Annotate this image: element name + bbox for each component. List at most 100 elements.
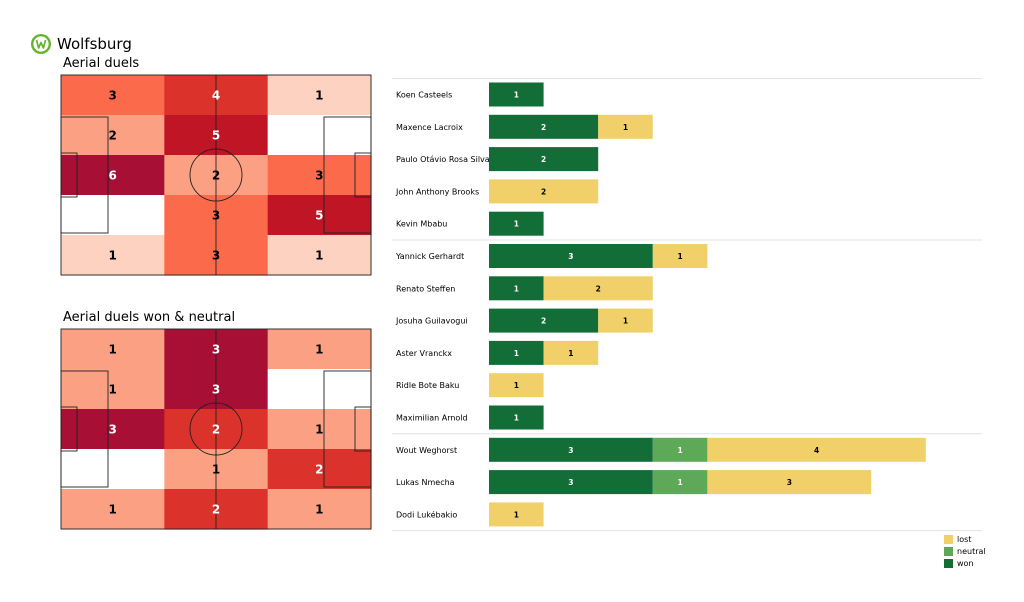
bar-value-label-lost: 1	[677, 252, 682, 261]
player-label: Koen Casteels	[396, 91, 452, 100]
bar-segment-won	[489, 114, 599, 139]
heatmap2-value-r0-c1: 3	[212, 343, 220, 357]
player-label: Maximilian Arnold	[396, 414, 468, 423]
bar-segment-lost	[707, 437, 926, 462]
player-label: Josuha Guilavogui	[395, 317, 468, 326]
bar-segment-won	[489, 405, 544, 430]
heatmap1-value-r2-c1: 2	[212, 169, 220, 183]
heatmap1-value-r4-c0: 1	[108, 249, 116, 263]
heatmap2-center-circle	[189, 402, 243, 456]
heatmap2-value-r3-c2: 2	[315, 463, 323, 477]
legend-swatch-won	[944, 558, 953, 568]
heatmap1-cell-r1-c0	[61, 115, 165, 156]
heatmap1-cell-r1-c2	[267, 115, 372, 156]
player-label: Paulo Otávio Rosa Silva	[396, 155, 490, 164]
heatmap1-cell-r0-c2	[267, 75, 372, 116]
bar-segment-won	[489, 147, 599, 172]
bar-value-label-won: 1	[514, 91, 519, 100]
player-label: John Anthony Brooks	[395, 187, 479, 196]
legend-item-won: won	[944, 557, 986, 569]
heatmap1-value-r1-c1: 5	[212, 129, 220, 143]
bar-value-label-won: 3	[568, 478, 573, 487]
team-name: Wolfsburg	[57, 35, 132, 53]
heatmap-aerial-duels: 3 4 1 2 5 6 2 3 3 5 1 3 1	[60, 74, 372, 276]
bar-segment-lost	[707, 470, 872, 495]
heatmap1-value-r4-c1: 3	[212, 249, 220, 263]
bar-segment-won	[489, 211, 544, 236]
heatmap2-cell-r4-c2	[267, 489, 372, 530]
player-label: Aster Vranckx	[396, 349, 452, 358]
chart-legend: lost neutral won	[944, 533, 986, 569]
bar-segment-won	[489, 437, 653, 462]
bar-value-label-lost: 1	[623, 317, 628, 326]
heatmap1-left-goal-box	[60, 152, 78, 198]
bar-value-label-lost: 1	[514, 510, 519, 519]
heatmap1-value-r1-c0: 2	[108, 129, 116, 143]
heatmap2-value-r3-c1: 1	[212, 463, 220, 477]
heatmap1-cell-r2-c0	[61, 155, 165, 196]
player-label: Lukas Nmecha	[396, 478, 455, 487]
bar-value-label-lost: 1	[568, 349, 573, 358]
heatmap2-value-r4-c2: 1	[315, 503, 323, 517]
heatmap2-cell-r1-c0	[61, 369, 165, 410]
heatmap1-value-r0-c2: 1	[315, 89, 323, 103]
heatmap1-right-goal-box	[354, 152, 372, 198]
bar-segment-won	[489, 244, 653, 268]
bar-value-label-lost: 1	[514, 381, 519, 390]
bar-value-label-lost: 3	[787, 478, 792, 487]
heatmap1-cell-r0-c0	[61, 75, 165, 116]
heatmap2-cell-r3-c2	[267, 449, 372, 490]
bar-value-label-lost: 2	[541, 187, 546, 196]
bar-segment-lost	[489, 179, 599, 204]
legend-swatch-lost	[944, 534, 953, 544]
player-label: Kevin Mbabu	[396, 220, 447, 229]
heatmap-title-aerial-duels-won-neutral: Aerial duels won & neutral	[63, 310, 236, 325]
bar-segment-lost	[489, 502, 544, 527]
bar-value-label-won: 2	[541, 155, 546, 164]
heatmap2-cell-r2-c0	[61, 409, 165, 450]
bar-segment-lost	[598, 308, 653, 333]
heatmap1-value-r3-c2: 5	[315, 209, 323, 223]
bar-value-label-won: 1	[514, 414, 519, 423]
heatmap2-value-r4-c1: 2	[212, 503, 220, 517]
heatmap2-value-r2-c0: 3	[108, 423, 116, 437]
player-label: Wout Weghorst	[396, 446, 457, 455]
heatmap2-value-r1-c1: 3	[212, 383, 220, 397]
bar-value-label-lost: 4	[814, 446, 819, 455]
legend-label-neutral: neutral	[957, 546, 986, 556]
heatmap1-center-circle	[189, 148, 243, 202]
bar-value-label-won: 1	[514, 220, 519, 229]
legend-item-neutral: neutral	[944, 545, 986, 557]
legend-swatch-neutral	[944, 546, 953, 556]
bar-segment-won	[489, 470, 653, 495]
bar-segment-won	[489, 82, 544, 107]
heatmap1-cell-r2-c2	[267, 155, 372, 196]
heatmap2-value-r2-c2: 1	[315, 423, 323, 437]
bar-value-label-won: 2	[541, 123, 546, 132]
player-label: Renato Steffen	[396, 284, 455, 293]
bar-segment-won	[489, 340, 544, 365]
heatmap1-value-r2-c2: 3	[315, 169, 323, 183]
bar-value-label-neutral: 1	[677, 478, 682, 487]
heatmap1-cell-r3-c0	[61, 195, 165, 236]
player-label: Maxence Lacroix	[396, 123, 463, 132]
heatmap1-cell-r3-c2	[267, 195, 372, 236]
team-header: Wolfsburg	[30, 32, 132, 56]
bar-value-label-lost: 1	[623, 123, 628, 132]
heatmap1-cell-r4-c2	[267, 235, 372, 276]
heatmap1-value-r0-c0: 3	[108, 89, 116, 103]
heatmap2-value-r4-c0: 1	[108, 503, 116, 517]
bar-segment-won	[489, 276, 544, 301]
player-label: Ridle Bote Baku	[396, 381, 459, 390]
bar-value-label-won: 1	[514, 284, 519, 293]
heatmap1-cell-r4-c0	[61, 235, 165, 276]
heatmap1-value-r3-c1: 3	[212, 209, 220, 223]
heatmap2-right-goal-box	[354, 406, 372, 452]
bar-segment-won	[489, 308, 599, 333]
heatmap2-value-r2-c1: 2	[212, 423, 220, 437]
heatmap-aerial-duels-won-neutral: 1 3 1 1 3 3 2 1 1 2 1 2 1	[60, 328, 372, 530]
bar-value-label-lost: 2	[596, 284, 601, 293]
heatmap2-cell-r0-c2	[267, 329, 372, 370]
heatmap2-cell-r4-c0	[61, 489, 165, 530]
heatmap2-value-r0-c2: 1	[315, 343, 323, 357]
